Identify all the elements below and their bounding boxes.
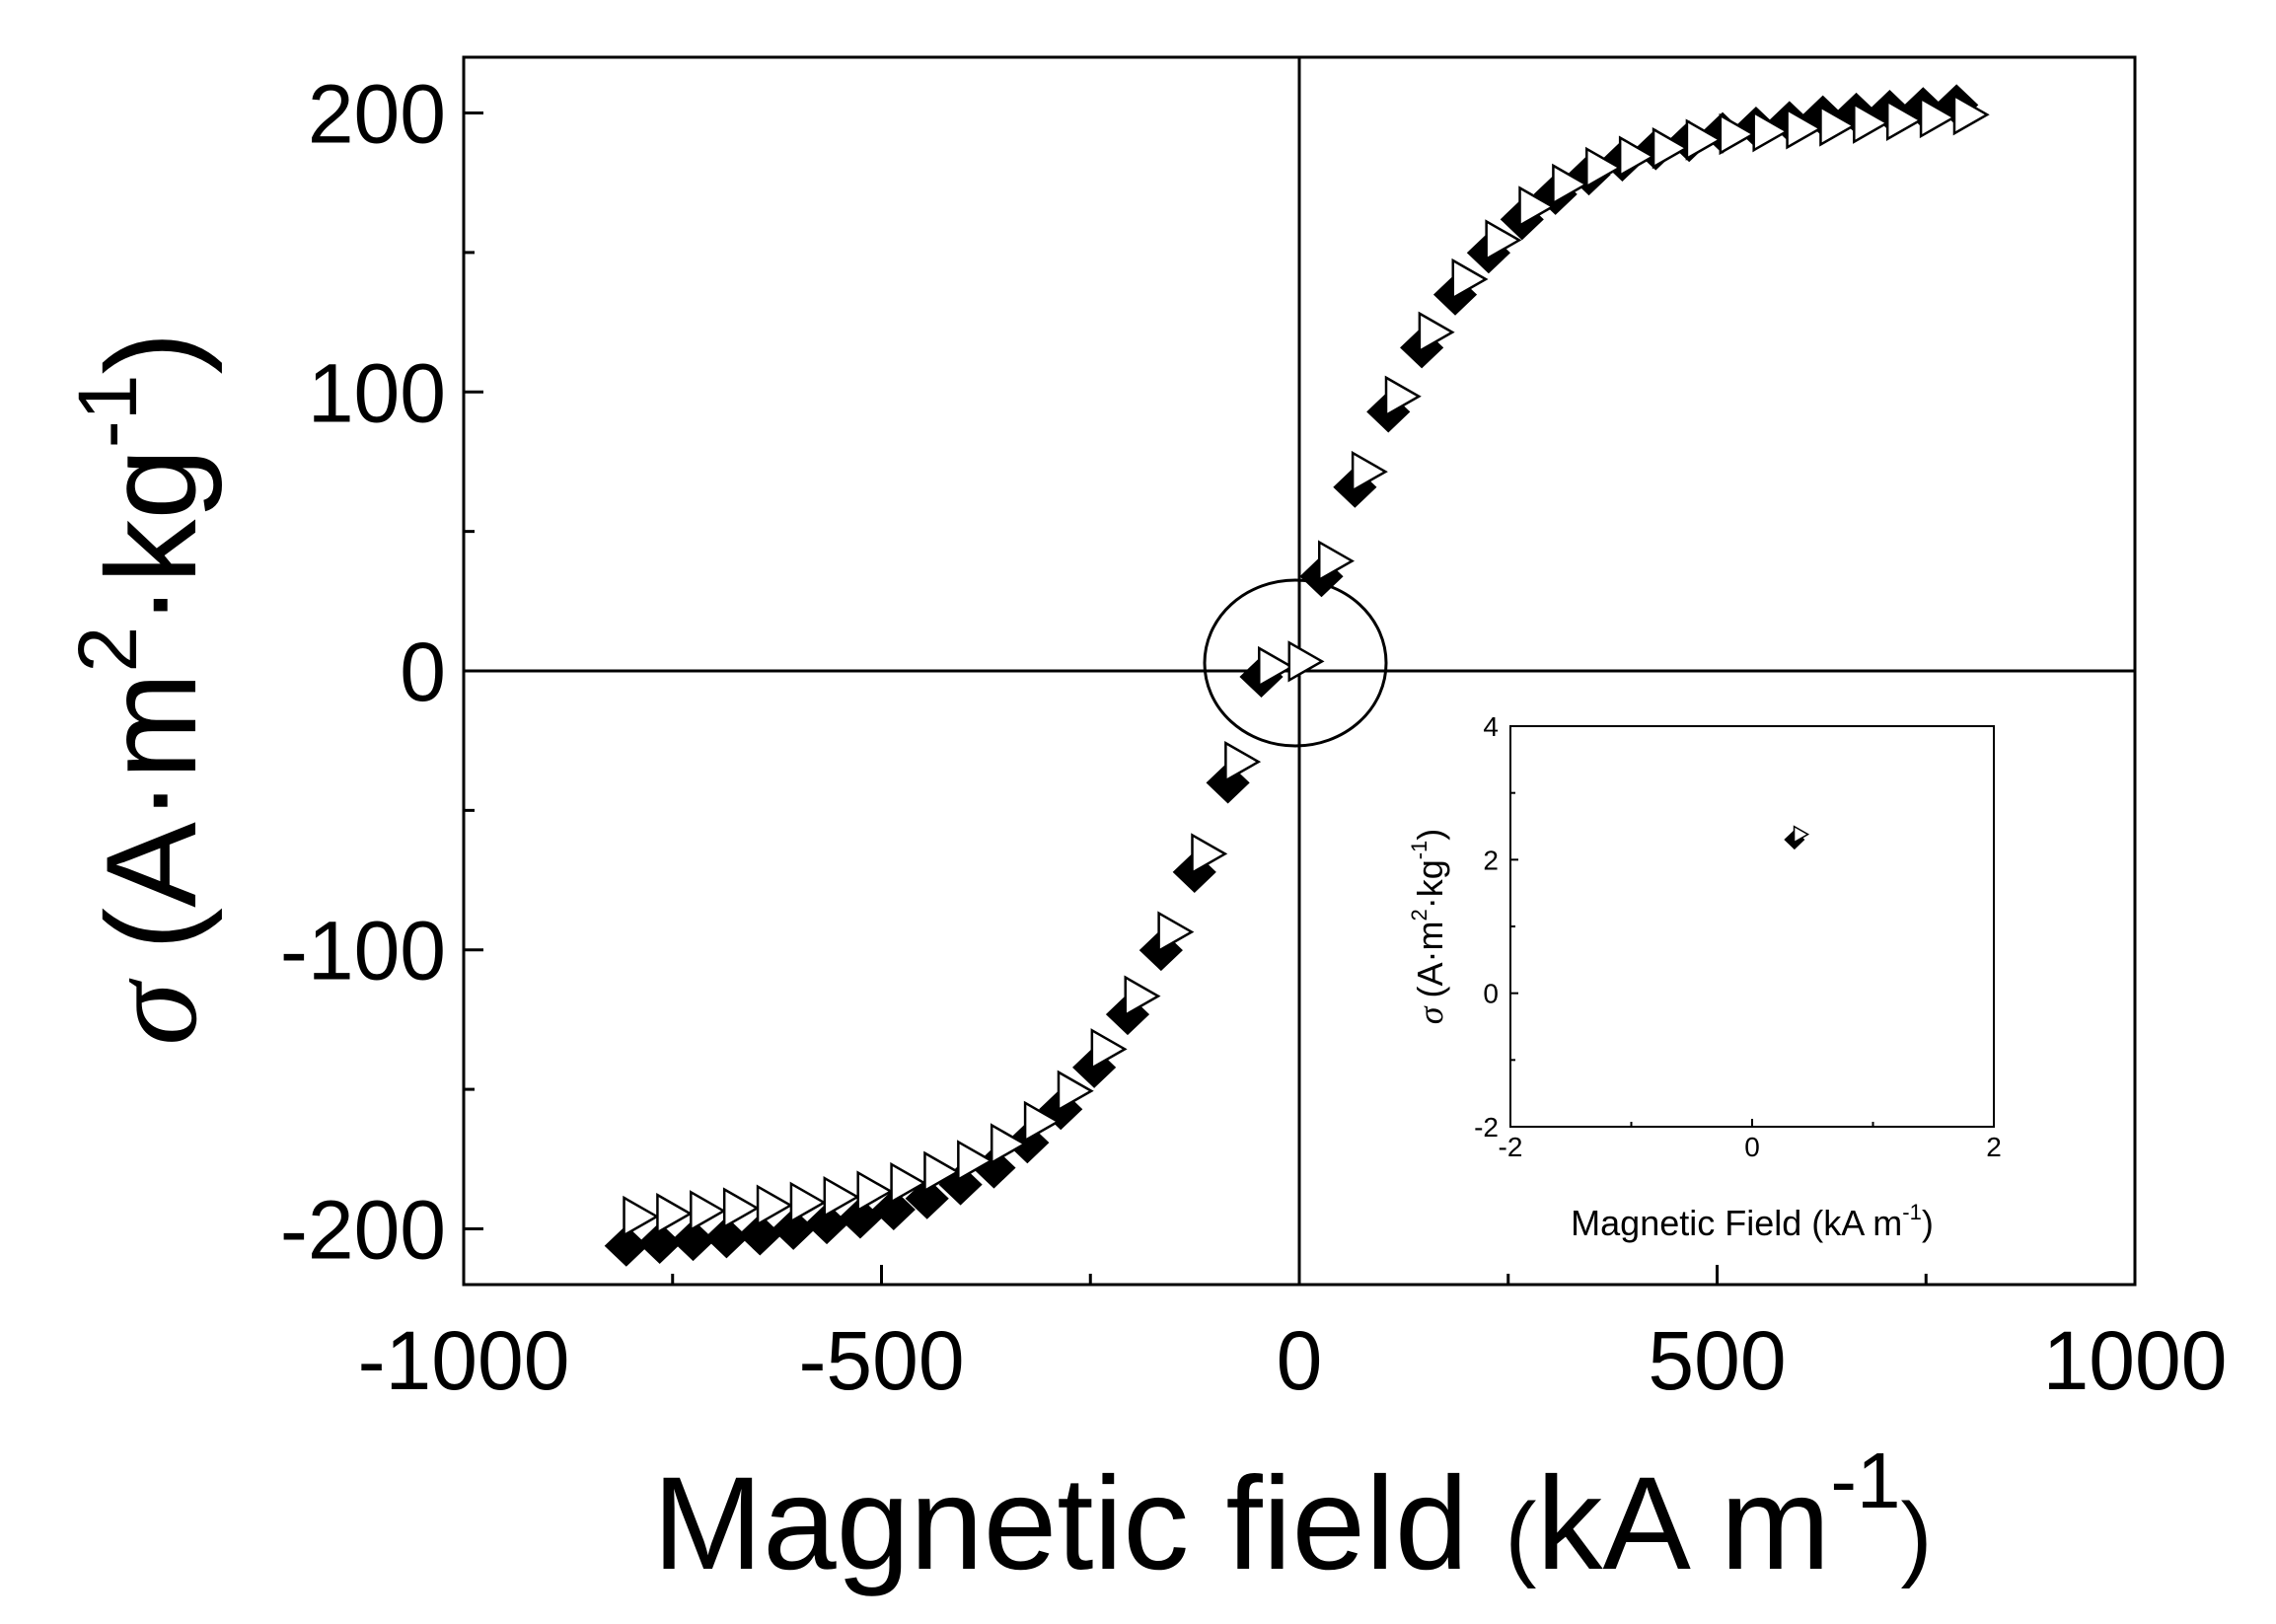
main-point-open-triangle xyxy=(1124,975,1161,1017)
main-y-axis-label-sup: -1 xyxy=(61,375,154,449)
main-point-open-triangle xyxy=(1023,1100,1061,1143)
main-y-axis-label-unit: ·kg xyxy=(79,448,223,627)
main-point-open-triangle xyxy=(1652,126,1689,170)
main-point-open-triangle xyxy=(1585,146,1623,189)
main-point-open-triangle xyxy=(1057,1070,1094,1112)
main-point-open-triangle xyxy=(789,1181,827,1223)
main-x-tick-label: 1000 xyxy=(2043,1314,2228,1407)
main-point-open-triangle xyxy=(690,1190,727,1232)
inset-plot-frame xyxy=(1509,725,1995,1128)
main-y-axis-label-paren: ) xyxy=(79,332,223,374)
main-point-open-triangle xyxy=(1287,640,1325,683)
main-x-tick-label: -500 xyxy=(798,1314,964,1407)
main-point-open-triangle xyxy=(1952,94,1990,136)
main-y-axis-label: σ (A·m2·kg-1) xyxy=(61,332,224,1046)
inset-x-tick-label: -2 xyxy=(1499,1132,1523,1162)
main-x-axis-label-text: Magnetic field xyxy=(653,1450,1505,1597)
main-y-tick-label: -100 xyxy=(280,905,446,997)
inset-y-tick-label: 0 xyxy=(1483,979,1499,1009)
origin-annotation-circle xyxy=(1203,578,1388,748)
inset-y-axis-label: σ (A·m2·kg-1) xyxy=(1407,829,1450,1025)
main-point-filled-diamond xyxy=(704,1217,749,1259)
main-point-open-triangle xyxy=(1685,118,1723,161)
main-point-open-triangle xyxy=(1853,102,1890,144)
main-point-open-triangle xyxy=(722,1187,760,1229)
main-point-open-triangle xyxy=(1384,375,1422,417)
inset-x-axis-label-paren: ) xyxy=(1922,1203,1934,1243)
main-x-tick-label: 500 xyxy=(1648,1314,1786,1407)
inset-x-tick-label: 0 xyxy=(1744,1132,1760,1162)
main-point-open-triangle xyxy=(1786,108,1823,150)
main-x-tick-label: 0 xyxy=(1277,1314,1323,1407)
main-y-axis-label-sigma: σ xyxy=(82,950,224,1046)
main-point-open-triangle xyxy=(1518,185,1556,228)
main-point-open-triangle xyxy=(1090,1028,1128,1070)
main-point-open-triangle xyxy=(1552,163,1589,206)
main-x-tick-label: -1000 xyxy=(358,1314,570,1407)
main-point-open-triangle xyxy=(656,1192,694,1235)
main-point-open-triangle xyxy=(1485,219,1522,261)
main-point-open-triangle xyxy=(1157,911,1195,953)
main-point-open-triangle xyxy=(1885,99,1923,142)
main-y-axis-label-sup: 2 xyxy=(61,627,154,673)
main-point-open-triangle xyxy=(1719,112,1756,156)
main-point-filled-diamond xyxy=(604,1224,648,1267)
main-point-filled-diamond xyxy=(671,1219,715,1262)
main-point-open-triangle xyxy=(1317,540,1356,582)
inset-y-axis-label-unit: ·kg xyxy=(1410,859,1450,909)
main-y-tick-label: 200 xyxy=(308,68,446,161)
main-point-open-triangle xyxy=(756,1184,793,1226)
main-point-open-triangle xyxy=(1224,740,1262,783)
main-y-tick-label: 100 xyxy=(308,346,446,439)
main-point-open-triangle xyxy=(856,1170,894,1213)
main-x-axis-label-paren: ( xyxy=(1505,1484,1537,1589)
main-point-open-triangle xyxy=(823,1176,860,1218)
main-point-open-triangle xyxy=(1258,645,1295,689)
main-y-tick-label: 0 xyxy=(400,626,446,718)
main-point-open-triangle xyxy=(1418,311,1455,353)
inset-x-axis-label: Magnetic Field (kA m-1) xyxy=(1571,1200,1934,1243)
inset-y-axis-label-paren: ) xyxy=(1410,829,1450,841)
inset-y-tick-label: 2 xyxy=(1483,845,1499,875)
main-x-axis-label-sup: -1 xyxy=(1830,1437,1900,1524)
main-point-open-triangle xyxy=(1819,105,1857,147)
main-point-open-triangle xyxy=(1919,96,1956,139)
main-y-tick-label: -200 xyxy=(280,1183,446,1276)
main-x-axis-label-paren: ) xyxy=(1900,1484,1932,1589)
main-x-axis-label-unit: kA m xyxy=(1537,1450,1831,1597)
inset-data-points xyxy=(1784,825,1810,850)
inset-y-tick-label: 4 xyxy=(1483,711,1499,742)
inset-x-axis-label-text: Magnetic Field (kA m xyxy=(1571,1203,1902,1243)
main-y-axis-label-unit: (A·m xyxy=(79,673,223,951)
inset-y-tick-label: -2 xyxy=(1474,1112,1499,1143)
main-point-open-triangle xyxy=(623,1195,660,1238)
main-point-open-triangle xyxy=(890,1161,927,1205)
main-point-open-triangle xyxy=(990,1123,1027,1165)
inset-y-axis-label-unit: (A·m xyxy=(1410,922,1450,998)
inset-x-tick-label: 2 xyxy=(1986,1132,2002,1162)
main-data-points xyxy=(604,84,1990,1267)
main-point-open-triangle xyxy=(1191,833,1228,875)
main-point-open-triangle xyxy=(923,1150,961,1193)
inset-y-axis-label-sigma: σ xyxy=(1411,998,1450,1025)
main-point-filled-diamond xyxy=(637,1221,682,1264)
main-x-axis-label: Magnetic field (kA m-1) xyxy=(653,1437,1933,1597)
main-point-open-triangle xyxy=(1752,111,1790,153)
main-point-open-triangle xyxy=(1451,258,1489,301)
main-point-filled-diamond xyxy=(871,1188,916,1231)
main-point-open-triangle xyxy=(1351,450,1388,493)
inset-y-axis-label-sup: 2 xyxy=(1407,909,1432,921)
main-point-open-triangle xyxy=(957,1140,994,1182)
inset-x-axis-label-sup: -1 xyxy=(1902,1200,1922,1224)
inset-point-open-triangle xyxy=(1793,825,1810,844)
main-point-open-triangle xyxy=(1618,135,1655,178)
inset-y-axis-label-sup: -1 xyxy=(1407,841,1432,860)
